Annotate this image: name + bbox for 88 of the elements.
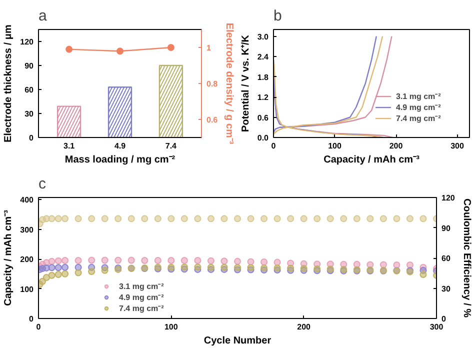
y-tick-label: 90 xyxy=(24,62,34,70)
point xyxy=(168,257,175,264)
legend-label: 3.1 mg cm⁻² xyxy=(396,91,441,101)
chart-title: a xyxy=(38,8,48,24)
point xyxy=(54,257,62,264)
x-tick-label: 4.9 xyxy=(114,142,126,150)
legend-label: 7.4 mg cm⁻² xyxy=(396,113,441,123)
point xyxy=(260,264,268,272)
y-axis-title: Potential / V vs. K⁺/K xyxy=(240,34,252,132)
y2-tick-label: 0.6 xyxy=(206,116,218,124)
point xyxy=(88,256,96,264)
point xyxy=(393,261,400,268)
y2-tick-label: 90 xyxy=(442,224,451,233)
y2-tick-label: 1 xyxy=(206,44,212,52)
point xyxy=(114,256,122,264)
y-tick-label: 0 xyxy=(29,134,34,142)
y-tick-label: 1.8 xyxy=(257,72,270,82)
point xyxy=(88,268,96,276)
point xyxy=(42,274,50,281)
y-tick-label: 30 xyxy=(24,110,34,118)
point xyxy=(48,272,56,279)
y2-tick-label: 30 xyxy=(442,284,451,294)
y2-axis-title: Coulombic Efficiency / % xyxy=(460,198,472,318)
x-tick-label: 3.1 xyxy=(64,142,76,150)
x-tick-label: 200 xyxy=(389,142,404,150)
point xyxy=(380,261,387,268)
chart-title: b xyxy=(274,8,282,24)
point xyxy=(220,258,228,265)
y-tick-label: 0.0 xyxy=(257,134,270,142)
point xyxy=(274,258,281,266)
point xyxy=(234,258,241,265)
y-tick-label: 0.6 xyxy=(257,113,270,122)
chart-title: c xyxy=(38,176,46,192)
point xyxy=(194,257,202,264)
point xyxy=(62,270,69,278)
point xyxy=(62,264,69,271)
y-tick-label: 3.0 xyxy=(257,32,270,42)
point xyxy=(48,264,56,272)
y2-tick-label: 120 xyxy=(442,194,456,202)
y-tick-label: 120 xyxy=(20,38,34,46)
y-axis-title: Capacity / mAh cm⁻³ xyxy=(3,209,14,306)
legend-label: 4.9 mg cm⁻² xyxy=(119,292,164,302)
y-axis-title: Electrode thickness / μm xyxy=(3,24,14,142)
point xyxy=(247,258,254,266)
point xyxy=(74,257,82,264)
point xyxy=(406,261,414,268)
point xyxy=(154,257,162,264)
point xyxy=(128,256,135,264)
x-axis-title: Mass loading / mg cm⁻² xyxy=(64,154,176,166)
legend-label: 7.4 mg cm⁻² xyxy=(119,303,164,313)
legend-label: 4.9 mg cm⁻² xyxy=(396,102,441,112)
x-axis-title: Capacity / mAh cm⁻³ xyxy=(324,154,420,166)
y2-tick-label: 0 xyxy=(442,314,446,324)
x-tick-label: 300 xyxy=(450,142,464,150)
x-tick-label: 0 xyxy=(271,142,276,150)
y-tick-label: 300 xyxy=(20,225,34,234)
y-tick-label: 400 xyxy=(20,196,34,205)
point xyxy=(48,258,56,265)
x-tick-label: 7.4 xyxy=(165,142,178,150)
y2-tick-label: 0.8 xyxy=(206,80,218,88)
point xyxy=(274,264,281,272)
point xyxy=(207,257,214,264)
point xyxy=(54,271,62,278)
x-tick-label: 200 xyxy=(297,322,312,332)
y-tick-label: 0 xyxy=(29,314,34,324)
point xyxy=(38,278,46,285)
point xyxy=(420,271,427,278)
x-tick-label: 100 xyxy=(328,142,342,150)
y-tick-label: 60 xyxy=(24,86,34,94)
x-tick-label: 100 xyxy=(164,322,178,332)
y-tick-label: 2.4 xyxy=(257,52,270,62)
x-tick-label: 0 xyxy=(36,322,42,332)
y2-axis-title: Electrode density / g cm⁻³ xyxy=(224,22,235,145)
point xyxy=(180,257,188,264)
y2-tick-label: 60 xyxy=(442,254,451,263)
point xyxy=(101,256,108,264)
point xyxy=(141,257,148,264)
x-tick-label: 300 xyxy=(430,322,444,332)
y-tick-label: 200 xyxy=(20,255,34,264)
x-axis-title: Cycle Number xyxy=(204,336,272,346)
y-tick-label: 1.2 xyxy=(257,93,270,102)
point xyxy=(74,269,82,276)
point xyxy=(62,257,69,264)
y-tick-label: 100 xyxy=(20,284,34,294)
point xyxy=(101,266,108,274)
point xyxy=(260,258,268,266)
point xyxy=(54,264,62,272)
legend-label: 3.1 mg cm⁻² xyxy=(119,281,164,291)
